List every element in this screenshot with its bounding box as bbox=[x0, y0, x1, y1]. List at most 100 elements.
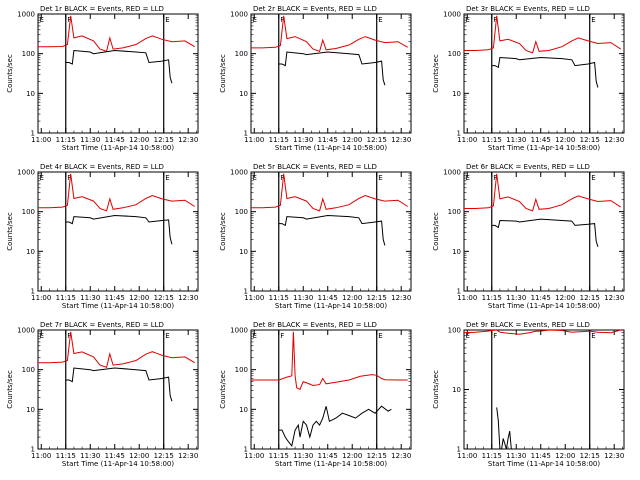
y-tick-label: 10 bbox=[452, 90, 461, 98]
x-tick-label: 11:15 bbox=[482, 294, 502, 302]
y-tick-label: 10 bbox=[26, 406, 35, 414]
y-tick-label: 1 bbox=[457, 446, 461, 454]
x-tick-label: 11:45 bbox=[105, 452, 125, 460]
series-lld-line bbox=[251, 173, 408, 212]
marker-label-e: E bbox=[466, 174, 470, 182]
x-tick-label: 11:30 bbox=[80, 136, 100, 144]
x-axis-label: Start Time (11-Apr-14 10:58:00) bbox=[488, 144, 600, 152]
x-tick-label: 12:15 bbox=[580, 136, 600, 144]
series-events-line bbox=[278, 405, 392, 448]
plot-frame bbox=[37, 13, 199, 134]
y-tick-label: 100 bbox=[448, 327, 461, 335]
chart-panel-det4r: Det 4r BLACK = Events, RED = LLD 1 10 100 10… bbox=[6, 163, 199, 310]
y-tick-label: 1000 bbox=[230, 169, 248, 177]
chart-title: Det 8r BLACK = Events, RED = LLD bbox=[253, 321, 377, 329]
x-tick-label: 11:15 bbox=[56, 452, 76, 460]
x-tick-label: 11:30 bbox=[506, 294, 526, 302]
y-tick-label: 100 bbox=[22, 208, 35, 216]
y-tick-label: 10 bbox=[239, 248, 248, 256]
plot-frame bbox=[250, 13, 412, 134]
chart-panel-det8r: Det 8r BLACK = Events, RED = LLD 1 10 100 10… bbox=[219, 321, 412, 468]
chart-title: Det 6r BLACK = Events, RED = LLD bbox=[466, 163, 590, 171]
x-axis-label: Start Time (11-Apr-14 10:58:00) bbox=[488, 460, 600, 468]
y-tick-label: 1 bbox=[31, 446, 35, 454]
y-axis-label: Counts/sec bbox=[219, 370, 227, 409]
x-axis-label: Start Time (11-Apr-14 10:58:00) bbox=[488, 302, 600, 310]
chart-title: Det 1r BLACK = Events, RED = LLD bbox=[40, 5, 164, 13]
x-tick-label: 11:45 bbox=[531, 136, 551, 144]
x-tick-label: 11:00 bbox=[31, 136, 51, 144]
y-axis-label: Counts/sec bbox=[219, 212, 227, 251]
y-tick-label: 100 bbox=[235, 366, 248, 374]
x-tick-label: 11:30 bbox=[293, 136, 313, 144]
chart-title: Det 4r BLACK = Events, RED = LLD bbox=[40, 163, 164, 171]
x-tick-label: 12:15 bbox=[367, 294, 387, 302]
marker-label-f: F bbox=[493, 16, 497, 24]
chart-title: Det 9r BLACK = Events, RED = LLD bbox=[466, 321, 590, 329]
y-tick-label: 10 bbox=[452, 248, 461, 256]
x-tick-label: 11:00 bbox=[244, 136, 264, 144]
x-axis-label: Start Time (11-Apr-14 10:58:00) bbox=[275, 144, 387, 152]
y-axis-label: Counts/sec bbox=[219, 54, 227, 93]
marker-label-e: E bbox=[253, 174, 257, 182]
series-lld-line bbox=[464, 173, 621, 212]
y-tick-label: 100 bbox=[235, 208, 248, 216]
x-tick-label: 11:00 bbox=[457, 136, 477, 144]
x-tick-label: 11:30 bbox=[293, 452, 313, 460]
y-tick-label: 1000 bbox=[230, 327, 248, 335]
series-events-line bbox=[491, 56, 599, 88]
x-tick-label: 12:15 bbox=[367, 452, 387, 460]
y-tick-label: 10 bbox=[26, 90, 35, 98]
y-tick-label: 100 bbox=[448, 208, 461, 216]
x-tick-label: 11:00 bbox=[244, 294, 264, 302]
chart-panel-det6r: Det 6r BLACK = Events, RED = LLD 1 10 100 10… bbox=[432, 163, 625, 310]
plot-frame bbox=[463, 13, 625, 134]
series-lld-line bbox=[251, 331, 408, 390]
x-tick-label: 11:15 bbox=[269, 452, 289, 460]
y-tick-label: 10 bbox=[26, 248, 35, 256]
series-lld-line bbox=[38, 173, 195, 212]
marker-label-f: F bbox=[67, 332, 71, 340]
y-tick-label: 1000 bbox=[17, 11, 35, 19]
series-events-line bbox=[65, 49, 173, 84]
y-tick-label: 1 bbox=[457, 288, 461, 296]
x-tick-label: 12:00 bbox=[555, 452, 575, 460]
y-tick-label: 1000 bbox=[443, 11, 461, 19]
marker-label-e: E bbox=[466, 332, 470, 340]
y-tick-label: 1000 bbox=[17, 169, 35, 177]
x-tick-label: 11:45 bbox=[531, 452, 551, 460]
x-axis-label: Start Time (11-Apr-14 10:58:00) bbox=[62, 302, 174, 310]
x-tick-label: 11:15 bbox=[56, 136, 76, 144]
x-tick-label: 12:15 bbox=[367, 136, 387, 144]
series-lld-line bbox=[251, 15, 408, 52]
series-events-line bbox=[491, 218, 599, 247]
marker-label-e: E bbox=[165, 332, 169, 340]
marker-label-f: F bbox=[67, 174, 71, 182]
x-tick-label: 11:15 bbox=[269, 136, 289, 144]
marker-label-e: E bbox=[165, 16, 169, 24]
x-tick-label: 12:30 bbox=[391, 452, 411, 460]
x-tick-label: 12:00 bbox=[129, 294, 149, 302]
x-tick-label: 12:30 bbox=[604, 136, 624, 144]
y-tick-label: 100 bbox=[22, 50, 35, 58]
x-tick-label: 11:00 bbox=[457, 452, 477, 460]
x-tick-label: 12:00 bbox=[129, 136, 149, 144]
x-tick-label: 12:00 bbox=[555, 294, 575, 302]
y-tick-label: 10 bbox=[239, 406, 248, 414]
x-tick-label: 11:45 bbox=[105, 294, 125, 302]
series-events-line bbox=[278, 51, 386, 86]
x-axis-label: Start Time (11-Apr-14 10:58:00) bbox=[275, 302, 387, 310]
chart-panel-det7r: Det 7r BLACK = Events, RED = LLD 1 10 100 10… bbox=[6, 321, 199, 468]
x-tick-label: 11:15 bbox=[269, 294, 289, 302]
x-tick-label: 11:00 bbox=[244, 452, 264, 460]
marker-label-e: E bbox=[165, 174, 169, 182]
x-tick-label: 12:00 bbox=[342, 294, 362, 302]
marker-label-e: E bbox=[253, 16, 257, 24]
marker-label-e: E bbox=[40, 16, 44, 24]
series-lld-line bbox=[464, 15, 621, 54]
x-tick-label: 11:30 bbox=[80, 294, 100, 302]
x-axis-label: Start Time (11-Apr-14 10:58:00) bbox=[275, 460, 387, 468]
y-tick-label: 1000 bbox=[17, 327, 35, 335]
y-tick-label: 1 bbox=[244, 446, 248, 454]
